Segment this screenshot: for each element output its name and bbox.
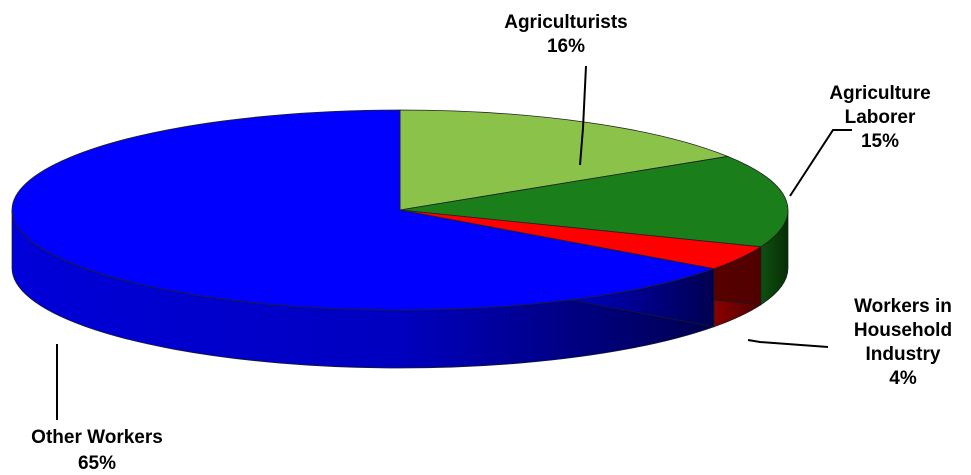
pie-slice-agriculture-laborer xyxy=(399,156,789,248)
pie-slice-other-workers xyxy=(11,109,716,311)
leader-line xyxy=(579,65,587,166)
slice-name-label: Laborer xyxy=(845,107,916,128)
slice-percent-label: 16% xyxy=(547,36,585,57)
slice-name-label: Agriculture xyxy=(829,83,930,104)
pie-top-faces xyxy=(11,109,789,311)
slice-percent-label: 65% xyxy=(78,453,116,474)
slice-name-label: Other Workers xyxy=(31,427,163,448)
leader-lines xyxy=(56,65,852,420)
slice-name-label: Industry xyxy=(866,344,941,365)
leader-line xyxy=(747,339,829,348)
slice-labels: Agriculturists 16% Agriculture Laborer 15% Wo… xyxy=(31,12,952,474)
slice-name-label: Workers in xyxy=(854,296,952,317)
slice-percent-label: 4% xyxy=(889,368,917,389)
slice-percent-label: 15% xyxy=(861,131,899,152)
slice-name-label: Agriculturists xyxy=(504,12,628,33)
leader-line xyxy=(789,129,852,197)
pie-slice-agriculturists xyxy=(399,109,730,211)
slice-name-label: Household xyxy=(854,320,952,341)
